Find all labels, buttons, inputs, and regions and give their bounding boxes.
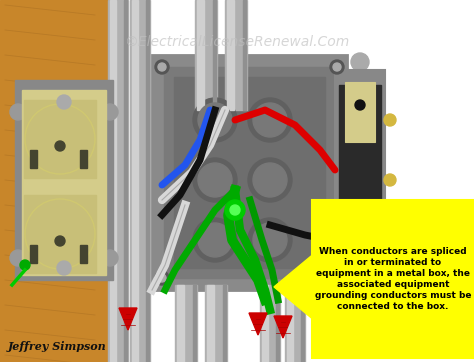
Circle shape <box>102 104 118 120</box>
Circle shape <box>55 141 65 151</box>
Circle shape <box>248 158 292 202</box>
Circle shape <box>55 236 65 246</box>
Bar <box>243 0 246 110</box>
Circle shape <box>384 174 396 186</box>
Bar <box>345 82 375 142</box>
Bar <box>197 0 204 110</box>
Circle shape <box>230 205 240 215</box>
Bar <box>339 85 381 240</box>
Bar <box>225 0 247 110</box>
Bar <box>207 285 214 362</box>
Circle shape <box>155 60 169 74</box>
Polygon shape <box>274 316 292 338</box>
Bar <box>22 90 106 275</box>
Circle shape <box>20 260 30 270</box>
Bar <box>260 285 280 362</box>
Bar <box>124 0 127 362</box>
Text: When conductors are spliced
in or terminated to
equipment in a metal box, the
as: When conductors are spliced in or termin… <box>315 247 471 311</box>
Circle shape <box>351 254 369 272</box>
Bar <box>110 0 116 362</box>
Polygon shape <box>274 255 312 319</box>
Bar <box>30 245 37 263</box>
Circle shape <box>198 223 232 257</box>
Circle shape <box>158 63 166 71</box>
Bar <box>108 0 128 362</box>
Bar <box>130 0 150 362</box>
Bar <box>177 285 183 362</box>
Circle shape <box>248 98 292 142</box>
Circle shape <box>330 271 344 285</box>
Bar <box>193 285 196 362</box>
Bar <box>80 245 87 263</box>
Bar <box>30 150 37 168</box>
Circle shape <box>225 200 245 220</box>
Circle shape <box>330 60 344 74</box>
Circle shape <box>193 218 237 262</box>
Bar <box>0 0 108 362</box>
Bar <box>335 70 385 255</box>
Circle shape <box>158 274 166 282</box>
Bar <box>205 285 227 362</box>
Circle shape <box>193 158 237 202</box>
Bar <box>223 285 226 362</box>
Circle shape <box>102 250 118 266</box>
Bar <box>195 0 217 110</box>
Bar <box>287 285 293 362</box>
Circle shape <box>351 53 369 71</box>
Bar <box>213 0 216 110</box>
Circle shape <box>198 103 232 137</box>
Bar <box>80 150 87 168</box>
Bar <box>276 285 279 362</box>
Circle shape <box>198 163 232 197</box>
Text: ©ElectricalLicenseRenewal.Com: ©ElectricalLicenseRenewal.Com <box>124 35 350 49</box>
Bar <box>164 67 335 278</box>
Circle shape <box>193 98 237 142</box>
Circle shape <box>355 100 365 110</box>
Polygon shape <box>119 308 137 330</box>
Circle shape <box>155 271 169 285</box>
Bar <box>262 285 268 362</box>
Circle shape <box>385 220 395 230</box>
Bar <box>24 100 96 178</box>
Circle shape <box>384 114 396 126</box>
Circle shape <box>10 250 26 266</box>
Circle shape <box>333 274 341 282</box>
Bar <box>312 200 474 358</box>
Circle shape <box>253 163 287 197</box>
Polygon shape <box>249 313 267 335</box>
Circle shape <box>57 261 71 275</box>
Circle shape <box>333 63 341 71</box>
Circle shape <box>248 218 292 262</box>
Circle shape <box>57 95 71 109</box>
Bar <box>152 55 347 290</box>
Bar <box>132 0 138 362</box>
Circle shape <box>253 103 287 137</box>
Bar <box>174 77 325 268</box>
Circle shape <box>355 215 365 225</box>
Bar <box>301 285 304 362</box>
Bar <box>285 285 305 362</box>
Bar <box>146 0 149 362</box>
Bar <box>227 0 234 110</box>
Bar <box>175 285 197 362</box>
Circle shape <box>10 104 26 120</box>
Circle shape <box>253 223 287 257</box>
Bar <box>24 195 96 273</box>
Bar <box>15 80 113 280</box>
Text: Jeffrey Simpson: Jeffrey Simpson <box>8 341 107 352</box>
